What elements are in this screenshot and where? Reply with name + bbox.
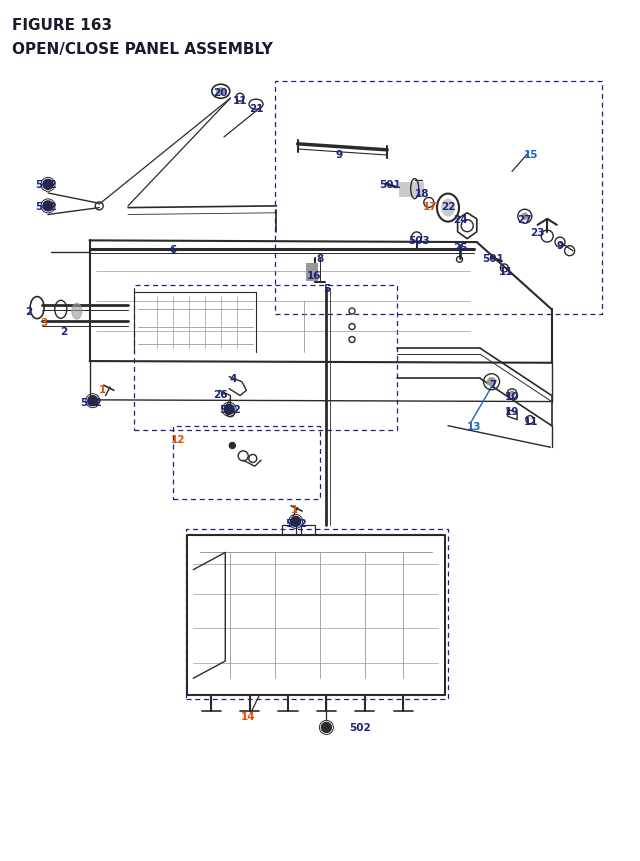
Text: OPEN/CLOSE PANEL ASSEMBLY: OPEN/CLOSE PANEL ASSEMBLY — [12, 42, 273, 57]
Text: 22: 22 — [441, 201, 455, 212]
Text: 17: 17 — [423, 201, 437, 212]
Text: 503: 503 — [408, 236, 430, 246]
Text: 19: 19 — [505, 406, 519, 417]
Circle shape — [509, 392, 515, 397]
Circle shape — [88, 396, 98, 406]
FancyBboxPatch shape — [399, 183, 424, 198]
Text: 502: 502 — [285, 518, 307, 529]
Text: 4: 4 — [230, 374, 237, 384]
Circle shape — [321, 722, 332, 733]
Circle shape — [43, 180, 53, 190]
Text: 23: 23 — [531, 227, 545, 238]
Ellipse shape — [72, 304, 82, 319]
Text: 2: 2 — [25, 307, 33, 317]
FancyBboxPatch shape — [306, 263, 317, 281]
Text: 18: 18 — [415, 189, 429, 199]
Text: 502: 502 — [220, 405, 241, 415]
Text: 1: 1 — [99, 384, 106, 394]
Text: 12: 12 — [171, 434, 185, 444]
Ellipse shape — [216, 88, 226, 96]
Circle shape — [229, 443, 236, 449]
Text: 16: 16 — [307, 270, 321, 281]
Text: 8: 8 — [316, 253, 324, 263]
Text: 21: 21 — [249, 104, 263, 115]
Circle shape — [488, 378, 495, 387]
Text: 27: 27 — [518, 214, 532, 225]
Text: 502: 502 — [35, 180, 57, 190]
Text: 24: 24 — [454, 214, 468, 225]
Text: 13: 13 — [467, 421, 481, 431]
Text: 502: 502 — [80, 398, 102, 408]
Text: 26: 26 — [214, 389, 228, 400]
Circle shape — [224, 405, 234, 415]
Text: 1: 1 — [291, 505, 298, 515]
Circle shape — [291, 517, 301, 527]
Text: 5: 5 — [323, 283, 330, 294]
Circle shape — [43, 201, 53, 212]
Text: 10: 10 — [505, 391, 519, 401]
Text: 9: 9 — [335, 150, 343, 160]
Text: 11: 11 — [499, 266, 513, 276]
Text: 7: 7 — [489, 380, 497, 390]
Text: 501: 501 — [380, 180, 401, 190]
Text: 502: 502 — [349, 722, 371, 733]
Text: 2: 2 — [60, 326, 68, 337]
Text: 3: 3 — [40, 318, 47, 328]
Text: 9: 9 — [556, 240, 564, 251]
Circle shape — [522, 214, 528, 220]
Text: 6: 6 — [169, 245, 177, 255]
Text: 11: 11 — [524, 417, 538, 427]
Text: 25: 25 — [454, 243, 468, 253]
Text: 15: 15 — [524, 150, 538, 160]
Text: FIGURE 163: FIGURE 163 — [12, 18, 112, 33]
Text: 14: 14 — [241, 711, 255, 722]
Text: 502: 502 — [35, 201, 57, 212]
Text: 501: 501 — [482, 253, 504, 263]
Ellipse shape — [441, 200, 455, 217]
Text: 11: 11 — [233, 96, 247, 106]
Text: 20: 20 — [214, 88, 228, 98]
